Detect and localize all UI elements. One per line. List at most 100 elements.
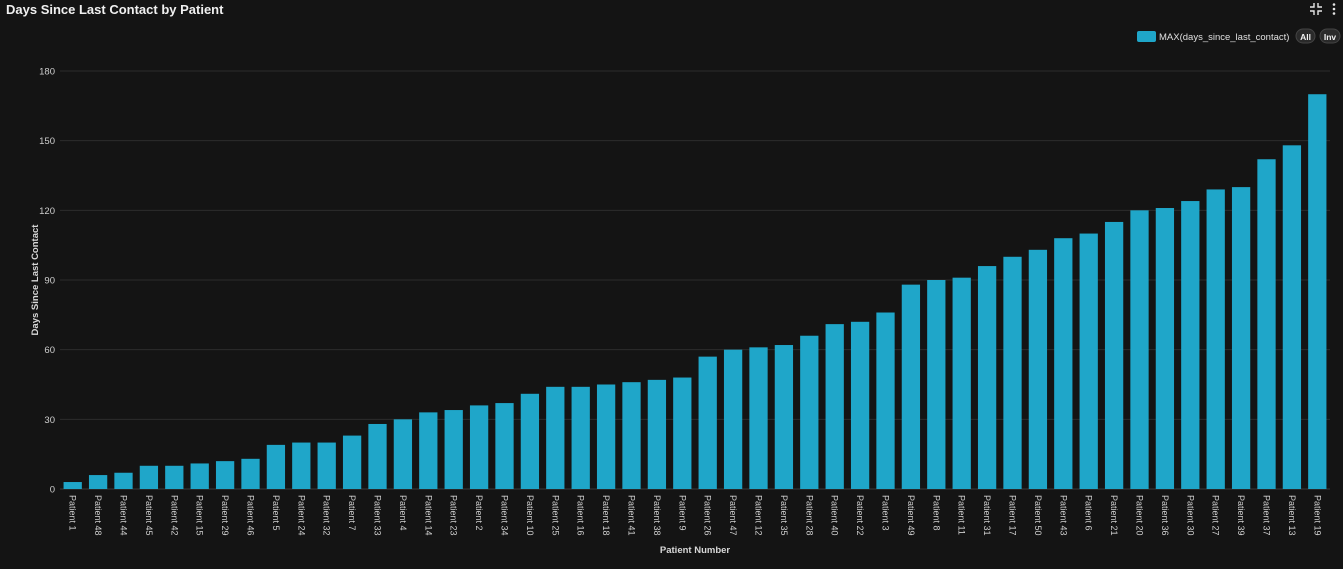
- bar[interactable]: [647, 379, 667, 489]
- y-tick-label: 150: [39, 136, 55, 147]
- bar[interactable]: [1130, 210, 1149, 490]
- x-tick-label: Patient 30: [1185, 495, 1195, 536]
- bar[interactable]: [1181, 201, 1200, 490]
- bar[interactable]: [1155, 208, 1175, 489]
- x-tick-label: Patient 17: [1008, 495, 1018, 536]
- bar[interactable]: [774, 345, 794, 489]
- x-tick-label: Patient 38: [652, 495, 662, 536]
- bar[interactable]: [1231, 187, 1251, 489]
- x-tick-label: Patient 13: [1287, 495, 1297, 536]
- x-tick-label: Patient 1: [68, 495, 78, 531]
- bar[interactable]: [342, 435, 362, 489]
- bar[interactable]: [1079, 233, 1098, 489]
- legend-swatch: [1137, 31, 1156, 42]
- x-tick-label: Patient 22: [855, 495, 865, 536]
- y-tick-label: 30: [44, 415, 55, 426]
- bar[interactable]: [266, 444, 286, 489]
- x-tick-label: Patient 19: [1312, 495, 1322, 536]
- bar[interactable]: [673, 377, 692, 489]
- bar[interactable]: [1104, 221, 1124, 489]
- x-tick-label: Patient 34: [500, 495, 510, 536]
- bar[interactable]: [1282, 145, 1302, 490]
- bar[interactable]: [546, 386, 565, 489]
- x-tick-label: Patient 41: [627, 495, 637, 536]
- x-tick-label: Patient 18: [601, 495, 611, 536]
- x-tick-label: Patient 44: [119, 495, 129, 536]
- bar[interactable]: [368, 423, 387, 489]
- bar[interactable]: [901, 284, 921, 489]
- x-tick-label: Patient 7: [347, 495, 357, 531]
- bar[interactable]: [952, 277, 971, 489]
- bar[interactable]: [88, 475, 108, 489]
- x-tick-label: Patient 20: [1135, 495, 1145, 536]
- legend-inv-label: Inv: [1324, 32, 1337, 42]
- x-tick-label: Patient 31: [982, 495, 992, 536]
- bar[interactable]: [139, 465, 159, 489]
- bar[interactable]: [1308, 94, 1327, 489]
- bar[interactable]: [1257, 159, 1276, 489]
- x-tick-label: Patient 12: [754, 495, 764, 536]
- x-tick-label: Patient 28: [804, 495, 814, 536]
- bar[interactable]: [469, 405, 489, 489]
- legend-inv-button[interactable]: Inv: [1319, 28, 1341, 44]
- bar[interactable]: [241, 458, 260, 489]
- more-options-icon[interactable]: [1331, 2, 1337, 16]
- bar[interactable]: [444, 410, 463, 489]
- y-tick-label: 120: [39, 206, 55, 217]
- y-axis-label: Days Since Last Contact: [30, 224, 41, 336]
- bar[interactable]: [393, 419, 413, 489]
- bar[interactable]: [876, 312, 895, 489]
- bar[interactable]: [495, 403, 514, 489]
- legend-all-button[interactable]: All: [1295, 28, 1316, 44]
- bar[interactable]: [520, 393, 540, 489]
- x-tick-label: Patient 48: [93, 495, 103, 536]
- x-tick-label: Patient 11: [957, 495, 967, 535]
- bar[interactable]: [749, 347, 768, 489]
- bar[interactable]: [190, 463, 209, 489]
- bar[interactable]: [977, 266, 997, 489]
- legend: MAX(days_since_last_contact) All Inv: [1137, 28, 1341, 44]
- bar[interactable]: [63, 482, 82, 489]
- bar[interactable]: [596, 384, 616, 490]
- x-tick-label: Patient 16: [576, 495, 586, 536]
- bar[interactable]: [927, 280, 946, 489]
- bar[interactable]: [800, 335, 819, 489]
- bar[interactable]: [850, 321, 870, 489]
- bar[interactable]: [419, 412, 438, 489]
- x-tick-label: Patient 45: [144, 495, 154, 536]
- x-tick-label: Patient 35: [779, 495, 789, 536]
- x-axis-ticks: Patient 1 Patient 48 Patient 44 Patient 45 P…: [68, 495, 1323, 536]
- x-tick-label: Patient 50: [1033, 495, 1043, 536]
- bar[interactable]: [215, 461, 235, 489]
- bar[interactable]: [1028, 249, 1048, 489]
- bar[interactable]: [825, 324, 844, 489]
- x-tick-label: Patient 37: [1262, 495, 1272, 536]
- x-tick-label: Patient 3: [881, 495, 891, 531]
- y-tick-label: 180: [39, 67, 55, 78]
- x-tick-label: Patient 6: [1084, 495, 1094, 531]
- bar[interactable]: [723, 349, 743, 489]
- y-tick-label: 60: [44, 345, 55, 356]
- bar[interactable]: [1003, 256, 1022, 489]
- bar[interactable]: [1054, 238, 1073, 489]
- bar[interactable]: [698, 356, 717, 489]
- x-tick-label: Patient 14: [423, 495, 433, 536]
- bar[interactable]: [114, 472, 133, 489]
- bar[interactable]: [571, 386, 590, 489]
- bar[interactable]: [292, 442, 311, 489]
- x-tick-label: Patient 4: [398, 495, 408, 531]
- y-tick-label: 0: [50, 485, 55, 496]
- bar[interactable]: [622, 382, 641, 489]
- bar[interactable]: [165, 465, 184, 489]
- minimize-icon[interactable]: [1309, 2, 1323, 16]
- panel-title: Days Since Last Contact by Patient: [6, 2, 224, 17]
- x-tick-label: Patient 26: [703, 495, 713, 536]
- legend-series-label[interactable]: MAX(days_since_last_contact): [1159, 32, 1289, 43]
- x-tick-label: Patient 25: [550, 495, 560, 536]
- bar[interactable]: [317, 442, 336, 489]
- bar[interactable]: [1206, 189, 1225, 489]
- x-tick-label: Patient 21: [1109, 495, 1119, 536]
- x-tick-label: Patient 39: [1236, 495, 1246, 536]
- x-tick-label: Patient 33: [373, 495, 383, 536]
